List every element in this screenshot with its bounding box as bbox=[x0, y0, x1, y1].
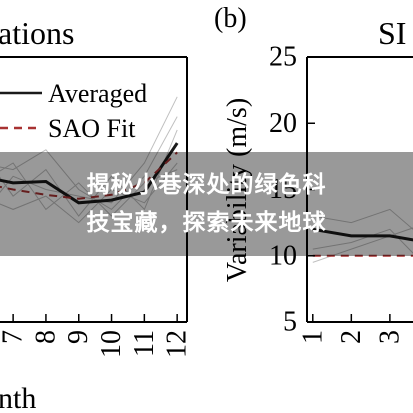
left-individual-line-2 bbox=[0, 162, 178, 217]
left-series-sao-fit bbox=[0, 151, 178, 200]
left-individual-line-0 bbox=[0, 116, 178, 211]
right-ytick-label-10: 10 bbox=[269, 240, 297, 271]
right-xtick-label-2: 2 bbox=[336, 330, 367, 344]
right-ytick-label-15: 15 bbox=[269, 174, 297, 205]
left-xtick-label-9: 9 bbox=[63, 330, 94, 344]
left-individual-lines bbox=[0, 96, 178, 224]
left-individual-line-1 bbox=[0, 162, 178, 224]
left-individual-line-4 bbox=[0, 96, 178, 204]
left-xtick-label-8: 8 bbox=[30, 330, 61, 344]
left-series-lines bbox=[0, 142, 179, 205]
left-xtick-label-10: 10 bbox=[96, 330, 127, 358]
right-series-averaged bbox=[312, 227, 413, 242]
legend-label-averaged: Averaged bbox=[48, 79, 147, 108]
right-ytick-label-25: 25 bbox=[269, 42, 297, 73]
left-title-fragment: ations bbox=[0, 15, 74, 51]
right-ytick-label-20: 20 bbox=[269, 108, 297, 139]
banner-line-1: 揭秘小巷深处的绿色科 bbox=[86, 172, 327, 198]
right-series-lines bbox=[312, 227, 413, 257]
left-x-ticks: 7 8 9 10 11 12 bbox=[0, 314, 193, 358]
right-xtick-label-3: 3 bbox=[374, 330, 405, 344]
left-xtick-label-7: 7 bbox=[0, 330, 29, 344]
overlay-banner: 揭秘小巷深处的绿色科 技宝藏，探索未来地球 bbox=[0, 152, 413, 256]
left-panel: 7 8 9 10 11 12 Averaged SAO Fit ations nth bbox=[0, 15, 193, 413]
right-individual-line-0 bbox=[312, 208, 413, 230]
right-xtick-label-1: 1 bbox=[297, 330, 328, 344]
legend: Averaged SAO Fit bbox=[0, 79, 147, 143]
right-y-ticks: 5 10 15 20 25 bbox=[269, 42, 315, 338]
panel-label-b: (b) bbox=[214, 3, 247, 34]
legend-label-sao-fit: SAO Fit bbox=[48, 114, 136, 143]
left-xtick-label-12: 12 bbox=[162, 330, 193, 358]
right-title-fragment: SI bbox=[378, 15, 406, 51]
banner-line-2: 技宝藏，探索未来地球 bbox=[86, 210, 327, 236]
right-ytick-label-5: 5 bbox=[283, 307, 297, 338]
left-series-averaged bbox=[0, 142, 179, 205]
left-xlabel-fragment: nth bbox=[0, 382, 36, 413]
left-xtick-label-11: 11 bbox=[129, 330, 160, 357]
right-ylabel: Variability (m/s) bbox=[222, 98, 253, 282]
left-individual-line-3 bbox=[0, 129, 178, 217]
